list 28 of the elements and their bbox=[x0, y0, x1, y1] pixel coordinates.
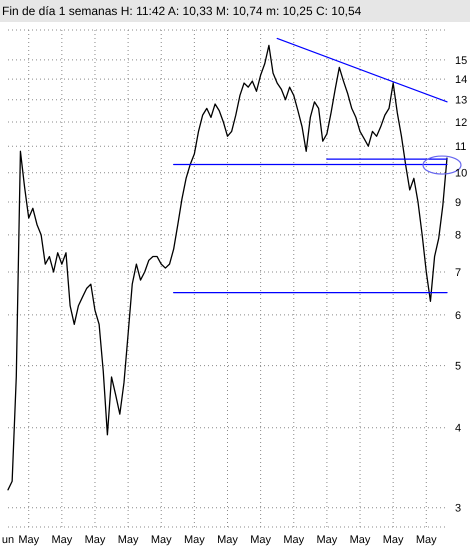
y-tick-label: 5 bbox=[455, 360, 462, 373]
y-tick-label: 12 bbox=[455, 116, 468, 129]
y-tick-label: 7 bbox=[455, 266, 462, 279]
x-tick-label: May bbox=[118, 534, 139, 546]
x-tick-label: May bbox=[283, 534, 305, 546]
x-tick-label: May bbox=[350, 534, 371, 546]
x-tick-label: May bbox=[51, 534, 73, 546]
x-tick-label: May bbox=[416, 534, 438, 546]
y-tick-label: 15 bbox=[455, 54, 468, 67]
x-tick-label: un bbox=[2, 534, 14, 546]
y-tick-label: 6 bbox=[455, 310, 462, 322]
x-tick-label: May bbox=[84, 534, 106, 546]
y-tick-label: 8 bbox=[455, 230, 462, 242]
x-tick-label: May bbox=[18, 534, 40, 546]
y-tick-label: 4 bbox=[455, 422, 462, 435]
chart-title: Fin de día 1 semanas H: 11:42 A: 10,33 M: 10,74 m: 10,25 C: 10,54 bbox=[0, 0, 470, 22]
y-tick-label: 14 bbox=[455, 74, 468, 86]
x-tick-label: May bbox=[250, 534, 272, 546]
x-tick-label: May bbox=[184, 534, 206, 546]
x-tick-label: May bbox=[150, 534, 172, 546]
y-tick-label: 3 bbox=[455, 502, 462, 515]
y-tick-label: 11 bbox=[455, 141, 466, 154]
y-tick-label: 10 bbox=[455, 168, 468, 180]
x-tick-label: May bbox=[316, 534, 338, 546]
y-tick-label: 13 bbox=[455, 94, 468, 107]
x-tick-label: May bbox=[382, 534, 404, 546]
y-tick-label: 9 bbox=[455, 196, 462, 209]
x-tick-label: May bbox=[217, 534, 238, 546]
